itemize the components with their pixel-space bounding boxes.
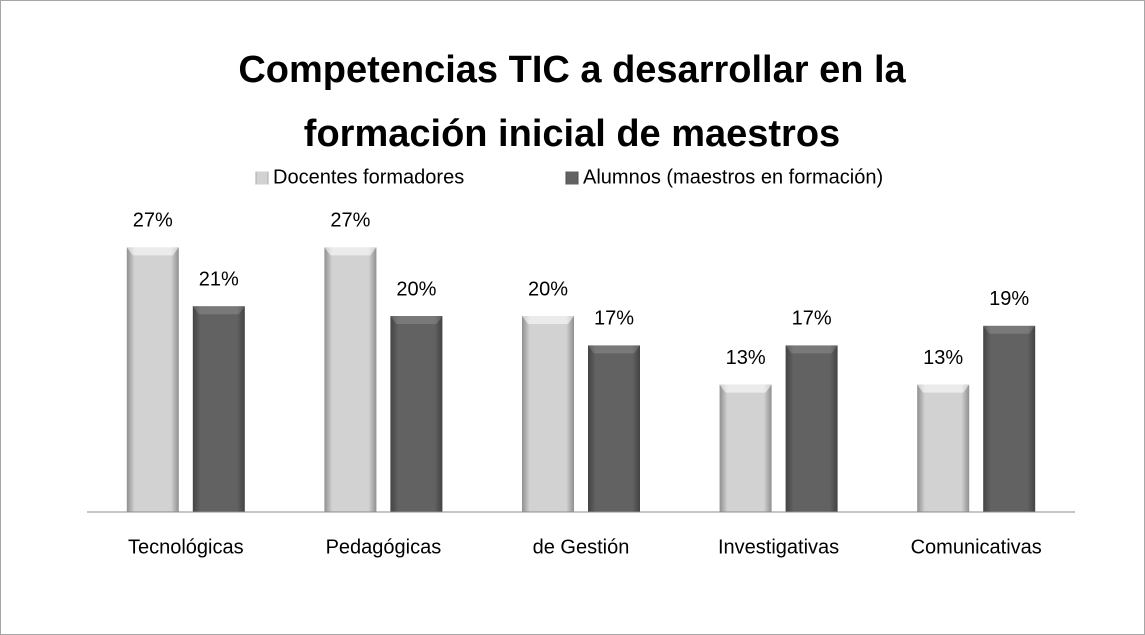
- bar: [126, 247, 179, 512]
- data-label: 17%: [792, 308, 832, 330]
- x-tick-label: Investigativas: [718, 536, 839, 558]
- bar-cap: [588, 345, 640, 354]
- x-tick-label: Pedagógicas: [326, 536, 442, 558]
- data-label: 20%: [528, 278, 568, 300]
- bar-cap: [917, 384, 970, 393]
- bar-cap: [390, 316, 443, 324]
- legend-label: Docentes formadores: [273, 166, 464, 188]
- legend-label: Alumnos (maestros en formación): [583, 166, 883, 188]
- chart-title: Competencias TIC a desarrollar en la for…: [238, 49, 906, 155]
- bar: [324, 247, 377, 512]
- data-label: 19%: [989, 288, 1029, 310]
- x-tick-label: Comunicativas: [911, 536, 1042, 558]
- bar-cap: [192, 306, 245, 315]
- data-label: 13%: [726, 347, 766, 369]
- bar: [917, 384, 970, 512]
- data-label: 17%: [594, 308, 634, 330]
- x-tick-label: Tecnológicas: [128, 536, 244, 558]
- bar-cap: [785, 345, 838, 354]
- data-label: 27%: [133, 210, 173, 232]
- data-label: 20%: [396, 278, 436, 300]
- bar: [719, 384, 772, 512]
- bar: [522, 316, 574, 512]
- bar: [588, 345, 640, 512]
- data-label: 21%: [199, 268, 239, 290]
- data-label: 27%: [330, 210, 370, 232]
- bar-cap: [983, 325, 1036, 334]
- bar: [983, 325, 1036, 512]
- bar-cap: [719, 384, 772, 393]
- bar-cap: [522, 316, 574, 324]
- bar-cap: [126, 247, 179, 256]
- bar: [785, 345, 838, 512]
- legend-swatch: [564, 170, 580, 186]
- bar-cap: [324, 247, 377, 256]
- data-label: 13%: [923, 347, 963, 369]
- bar: [192, 306, 245, 512]
- legend-swatch: [254, 170, 270, 186]
- bar: [390, 316, 443, 512]
- x-tick-label: de Gestión: [533, 536, 630, 558]
